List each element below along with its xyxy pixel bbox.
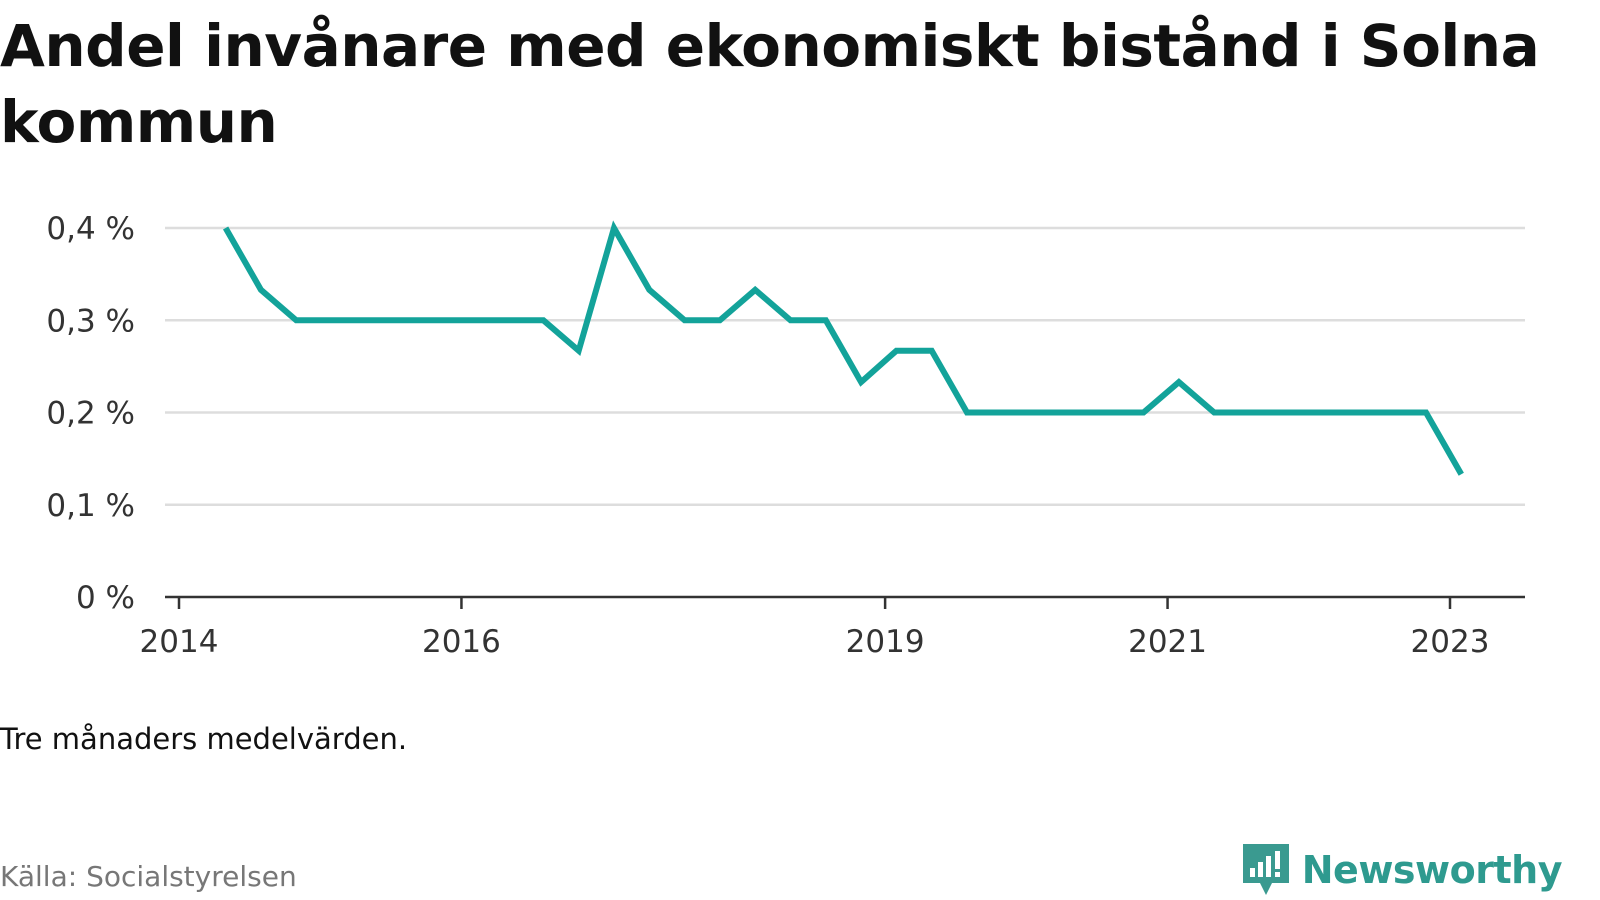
x-axis-ticks: 2014 2016 2019 2021 2023 <box>140 597 1490 660</box>
x-tick-label: 2016 <box>422 624 501 660</box>
line-chart: 0 % 0,1 % 0,2 % 0,3 % 0,4 % 2014 2016 2019 2021… <box>0 190 1600 690</box>
y-axis-ticks: 0 % 0,1 % 0,2 % 0,3 % 0,4 % <box>46 211 135 616</box>
y-tick-label: 0 % <box>76 580 135 616</box>
x-tick-label: 2021 <box>1128 624 1207 660</box>
source-label: Källa: Socialstyrelsen <box>0 860 297 893</box>
chart-title: Andel invånare med ekonomiskt bistånd i … <box>0 12 1540 156</box>
x-tick-label: 2023 <box>1411 624 1490 660</box>
gridlines <box>165 226 1525 506</box>
x-tick-label: 2014 <box>140 624 219 660</box>
chart-note: Tre månaders medelvärden. <box>0 722 408 756</box>
brand-name: Newsworthy <box>1301 848 1563 892</box>
y-tick-label: 0,3 % <box>46 303 135 339</box>
chart-svg: 0 % 0,1 % 0,2 % 0,3 % 0,4 % 2014 2016 2019 2021… <box>46 211 1525 660</box>
bar-chart-speech-bubble-icon <box>1242 844 1289 895</box>
x-tick-label: 2019 <box>846 624 925 660</box>
brand-logo[interactable]: Newsworthy <box>1240 842 1563 898</box>
y-tick-label: 0,1 % <box>46 488 135 524</box>
series-layer <box>222 220 1464 476</box>
series-line <box>222 220 1464 476</box>
y-tick-label: 0,2 % <box>46 396 135 432</box>
y-tick-label: 0,4 % <box>46 211 135 247</box>
